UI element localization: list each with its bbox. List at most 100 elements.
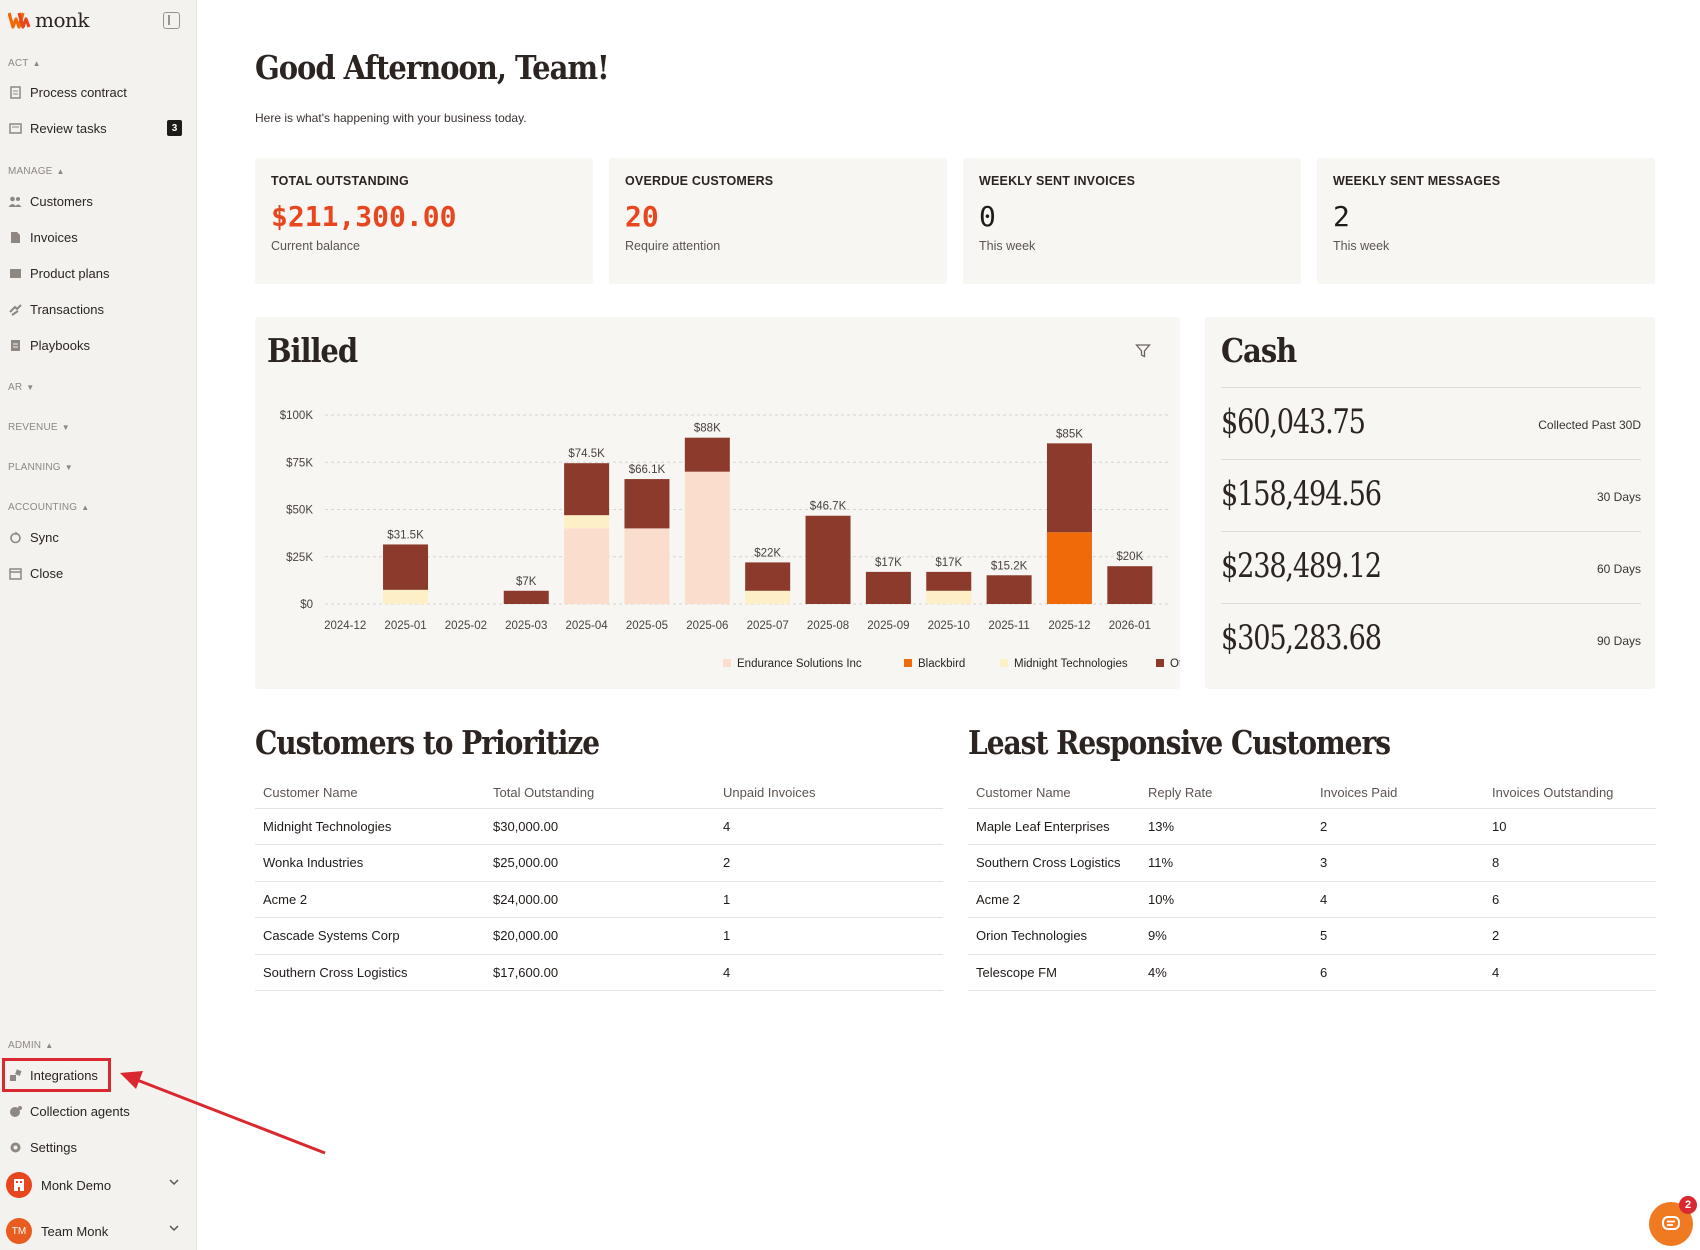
bar-segment [1107, 566, 1153, 604]
bar-segment [865, 571, 911, 604]
nav-collection-agents[interactable]: Collection agents [6, 1099, 186, 1123]
review-tasks-badge: 3 [167, 120, 182, 136]
table-row[interactable]: Cascade Systems Corp $20,000.00 1 [255, 917, 943, 955]
chevron-up-icon: ▲ [81, 503, 90, 512]
customer-name-cell: Wonka Industries [255, 844, 485, 882]
invoices-paid-cell: 6 [1312, 954, 1484, 991]
bar-segment [564, 463, 610, 516]
table-row[interactable]: Acme 2 10% 4 6 [968, 881, 1656, 918]
bar-segment [624, 479, 670, 529]
contract-icon [8, 85, 22, 99]
column-header[interactable]: Customer Name [968, 778, 1140, 809]
bar-total-label: $85K [1056, 428, 1083, 440]
bar-segment [684, 437, 730, 472]
column-header[interactable]: Reply Rate [1140, 778, 1312, 809]
user-switcher[interactable]: TM Team Monk [6, 1217, 186, 1245]
table-row[interactable]: Wonka Industries $25,000.00 2 [255, 844, 943, 882]
customer-name-cell: Southern Cross Logistics [255, 954, 485, 991]
chevron-up-icon: ▲ [45, 1041, 54, 1050]
nav-playbooks[interactable]: Playbooks [6, 333, 186, 357]
x-tick-label: 2025-06 [686, 620, 728, 632]
chevron-down-icon: ▼ [64, 463, 73, 472]
section-accounting[interactable]: ACCOUNTING ▲ [8, 502, 89, 513]
table-row[interactable]: Midnight Technologies $30,000.00 4 [255, 808, 943, 845]
section-revenue-label: REVENUE [8, 422, 58, 433]
nav-sync[interactable]: Sync [6, 525, 186, 549]
table-header-row: Customer Name Reply Rate Invoices Paid I… [968, 778, 1656, 809]
kpi-total-outstanding[interactable]: TOTAL OUTSTANDING $211,300.00 Current ba… [255, 158, 593, 284]
bar-total-label: $17K [935, 557, 962, 569]
section-manage[interactable]: MANAGE ▲ [8, 166, 65, 177]
table-row[interactable]: Acme 2 $24,000.00 1 [255, 881, 943, 918]
section-admin-label: ADMIN [8, 1040, 42, 1051]
bar-segment [564, 528, 610, 604]
section-accounting-label: ACCOUNTING [8, 502, 78, 513]
cash-label: 30 Days [1596, 490, 1641, 504]
nav-integrations[interactable]: Integrations [6, 1063, 186, 1087]
bar-segment [684, 471, 730, 604]
reply-rate-cell: 9% [1140, 917, 1312, 955]
invoices-paid-cell: 4 [1312, 881, 1484, 918]
least-responsive-table: Customer Name Reply Rate Invoices Paid I… [968, 778, 1656, 991]
cash-label: 90 Days [1596, 634, 1641, 648]
section-admin[interactable]: ADMIN ▲ [8, 1040, 53, 1051]
section-act[interactable]: ACT ▲ [8, 58, 41, 69]
nav-label: Integrations [30, 1067, 98, 1083]
legend-label: Other [1170, 658, 1180, 670]
nav-product-plans[interactable]: Product plans [6, 261, 186, 285]
kpi-weekly-sent-messages[interactable]: WEEKLY SENT MESSAGES 2 This week [1317, 158, 1655, 284]
integrations-highlight-box [2, 1058, 111, 1092]
total-outstanding-cell: $25,000.00 [485, 844, 715, 882]
table-row[interactable]: Southern Cross Logistics 11% 3 8 [968, 844, 1656, 882]
x-tick-label: 2025-05 [626, 620, 668, 632]
nav-review-tasks[interactable]: Review tasks 3 [6, 116, 186, 140]
section-planning[interactable]: PLANNING ▼ [8, 462, 73, 473]
column-header[interactable]: Customer Name [255, 778, 485, 809]
nav-customers[interactable]: Customers [6, 189, 186, 213]
calendar-icon [8, 566, 22, 580]
kpi-weekly-sent-invoices[interactable]: WEEKLY SENT INVOICES 0 This week [963, 158, 1301, 284]
reply-rate-cell: 13% [1140, 808, 1312, 845]
table-row[interactable]: Telescope FM 4% 6 4 [968, 954, 1656, 991]
table-row[interactable]: Maple Leaf Enterprises 13% 2 10 [968, 808, 1656, 845]
column-header[interactable]: Invoices Outstanding [1484, 778, 1656, 809]
x-tick-label: 2025-01 [384, 620, 426, 632]
column-header[interactable]: Unpaid Invoices [715, 778, 943, 809]
filter-icon[interactable] [1135, 343, 1151, 364]
section-ar[interactable]: AR ▼ [8, 382, 34, 393]
nav-close[interactable]: Close [6, 561, 186, 585]
section-revenue[interactable]: REVENUE ▼ [8, 422, 70, 433]
bar-segment [1046, 443, 1092, 533]
cash-title: Cash [1221, 331, 1297, 370]
nav-settings[interactable]: Settings [6, 1135, 186, 1159]
billed-chart: $0 $25K $50K $75K $100K 2024-12 2025-01 $31.5K 2… [280, 410, 1199, 670]
reply-rate-cell: 11% [1140, 844, 1312, 882]
table-row[interactable]: Southern Cross Logistics $17,600.00 4 [255, 954, 943, 991]
kpi-value: $211,300.00 [271, 200, 457, 233]
x-tick-label: 2025-08 [807, 620, 849, 632]
collapse-sidebar-icon[interactable] [163, 12, 180, 29]
kpi-overdue-customers[interactable]: OVERDUE CUSTOMERS 20 Require attention [609, 158, 947, 284]
chevron-down-icon: ▼ [26, 383, 35, 392]
kpi-value: 2 [1333, 200, 1350, 233]
nav-transactions[interactable]: Transactions [6, 297, 186, 321]
nav-label: Settings [30, 1139, 77, 1155]
cash-row-60-days: $238,489.12 60 Days [1221, 531, 1641, 603]
nav-label: Playbooks [30, 337, 90, 353]
cash-label: 60 Days [1596, 562, 1641, 576]
bar-total-label: $88K [694, 423, 721, 435]
nav-process-contract[interactable]: Process contract [6, 80, 186, 104]
bar-total-label: $22K [754, 547, 781, 559]
x-tick-label: 2024-12 [324, 620, 366, 632]
nav-invoices[interactable]: Invoices [6, 225, 186, 249]
kpi-title: TOTAL OUTSTANDING [271, 174, 409, 188]
total-outstanding-cell: $24,000.00 [485, 881, 715, 918]
nav-label: Customers [30, 193, 93, 209]
cash-row-90-days: $305,283.68 90 Days [1221, 603, 1641, 675]
column-header[interactable]: Total Outstanding [485, 778, 715, 809]
column-header[interactable]: Invoices Paid [1312, 778, 1484, 809]
org-switcher[interactable]: Monk Demo [6, 1171, 186, 1199]
monk-logo[interactable]: monk [8, 8, 90, 32]
total-outstanding-cell: $20,000.00 [485, 917, 715, 955]
table-row[interactable]: Orion Technologies 9% 5 2 [968, 917, 1656, 955]
